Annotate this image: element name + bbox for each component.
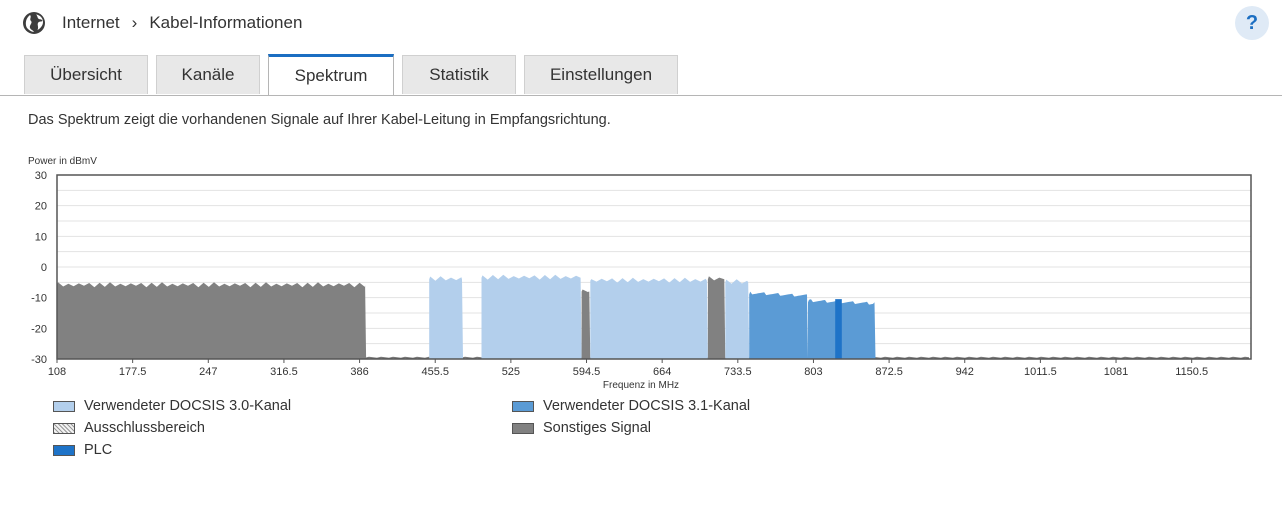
legend-swatch-other <box>512 422 534 434</box>
tab-kanaele[interactable]: Kanäle <box>156 55 260 94</box>
breadcrumb-separator-icon: › <box>131 13 138 32</box>
x-tick-label: 733.5 <box>724 366 752 378</box>
legend-item-exclusion: Ausschlussbereich <box>53 420 205 436</box>
breadcrumb: Internet › Kabel-Informationen <box>22 10 302 36</box>
x-tick-label: 177.5 <box>119 366 147 378</box>
legend-label: Verwendeter DOCSIS 3.1-Kanal <box>543 398 751 414</box>
tab-statistik[interactable]: Statistik <box>402 55 516 94</box>
spectrum-band-plc <box>835 299 842 359</box>
legend-item-plc: PLC <box>53 442 112 458</box>
tab-label: Kanäle <box>181 65 235 84</box>
y-tick-label: -30 <box>31 354 47 366</box>
x-tick-label: 316.5 <box>270 366 298 378</box>
spectrum-band-other <box>707 276 726 359</box>
spectrum-band-other <box>57 282 367 359</box>
y-tick-label: 0 <box>41 262 47 274</box>
x-tick-label: 1011.5 <box>1024 366 1057 378</box>
y-tick-label: -20 <box>31 323 47 335</box>
tab-label: Spektrum <box>294 66 368 85</box>
y-tick-label: 20 <box>35 201 47 213</box>
intro-text: Das Spektrum zeigt die vorhandenen Signa… <box>28 112 611 128</box>
x-tick-label: 247 <box>199 366 217 378</box>
y-axis-label: Power in dBmV <box>28 156 97 167</box>
breadcrumb-item-kabel-informationen: Kabel-Informationen <box>149 13 303 32</box>
x-tick-label: 872.5 <box>875 366 903 378</box>
legend-item-docsis30: Verwendeter DOCSIS 3.0-Kanal <box>53 398 291 414</box>
breadcrumb-item-internet[interactable]: Internet <box>62 13 120 32</box>
legend-swatch-plc <box>53 444 75 456</box>
plot-frame <box>56 174 1252 360</box>
spectrum-band-docsis30 <box>481 274 582 359</box>
spectrum-band-docsis30 <box>429 276 463 359</box>
x-tick-label: 1081 <box>1104 366 1128 378</box>
x-tick-label: 594.5 <box>573 366 601 378</box>
legend-swatch-docsis30 <box>53 400 75 412</box>
tab-einstellungen[interactable]: Einstellungen <box>524 55 678 94</box>
legend-swatch-docsis31 <box>512 400 534 412</box>
tab-uebersicht[interactable]: Übersicht <box>24 55 148 94</box>
spectrum-band-docsis30 <box>590 277 708 359</box>
spectrum-band-docsis31 <box>749 291 808 359</box>
x-tick-label: 108 <box>48 366 66 378</box>
tab-label: Übersicht <box>50 65 122 84</box>
x-tick-label: 525 <box>502 366 520 378</box>
x-tick-label: 942 <box>956 366 974 378</box>
spectrum-band-other <box>581 289 591 359</box>
legend-label: PLC <box>84 442 113 458</box>
legend-item-other: Sonstiges Signal <box>512 420 651 436</box>
legend-label: Sonstiges Signal <box>543 420 652 436</box>
x-tick-label: 1150.5 <box>1175 366 1208 378</box>
y-tick-label: 10 <box>35 231 47 243</box>
y-tick-label: -10 <box>31 293 47 305</box>
legend-label: Verwendeter DOCSIS 3.0-Kanal <box>84 398 292 414</box>
x-tick-label: 455.5 <box>421 366 449 378</box>
tab-bar: Übersicht Kanäle Spektrum Statistik Eins… <box>0 54 1282 96</box>
y-tick-label: 30 <box>35 170 47 182</box>
help-label: ? <box>1245 11 1259 34</box>
spectrum-band-docsis30 <box>725 279 750 359</box>
legend-swatch-exclusion <box>53 422 75 434</box>
x-tick-label: 386 <box>350 366 368 378</box>
tab-spektrum[interactable]: Spektrum <box>268 54 394 95</box>
tab-label: Statistik <box>429 65 489 84</box>
legend-item-docsis31: Verwendeter DOCSIS 3.1-Kanal <box>512 398 750 414</box>
x-tick-label: 803 <box>804 366 822 378</box>
x-tick-label: 664 <box>653 366 671 378</box>
globe-icon <box>23 12 45 34</box>
legend-label: Ausschlussbereich <box>84 420 205 436</box>
x-axis-label: Frequenz in MHz <box>603 380 679 391</box>
help-button[interactable]: ? <box>1235 6 1269 40</box>
tab-label: Einstellungen <box>549 65 653 84</box>
